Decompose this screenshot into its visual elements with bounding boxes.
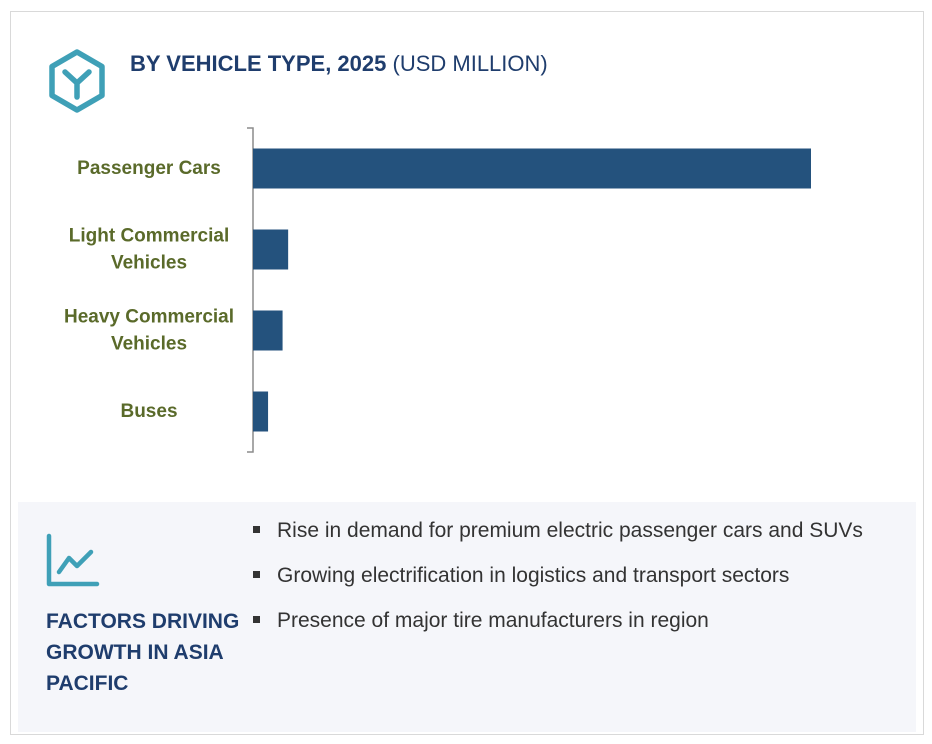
factor-item: Growing electrification in logistics and… [250, 561, 900, 591]
factor-text: Growing electrification in logistics and… [277, 564, 790, 587]
category-label: Heavy Commercial [64, 307, 234, 328]
bullet-square-icon [253, 616, 260, 623]
bar [253, 391, 269, 432]
bullet-square-icon [253, 571, 260, 578]
bar-chart: Passenger Cars Light Commercial Vehicles He… [64, 127, 811, 453]
category-label: Passenger Cars [77, 158, 221, 179]
line-chart-icon [46, 533, 100, 587]
category-label: Vehicles [111, 334, 187, 355]
category-label: Buses [120, 401, 177, 422]
factor-item: Presence of major tire manufacturers in … [250, 606, 900, 636]
factors-panel: FACTORS DRIVING GROWTH IN ASIA PACIFIC R… [18, 502, 916, 732]
bar [253, 310, 283, 351]
category-label: Vehicles [111, 253, 187, 274]
y-axis [247, 127, 254, 453]
chart-title-unit: (USD MILLION) [386, 51, 548, 76]
factor-text: Presence of major tire manufacturers in … [277, 609, 709, 632]
factors-list: Rise in demand for premium electric pass… [250, 516, 900, 651]
factors-title: FACTORS DRIVING GROWTH IN ASIA PACIFIC [46, 610, 240, 695]
bullet-square-icon [253, 526, 260, 533]
factor-text: Rise in demand for premium electric pass… [277, 519, 863, 542]
bar [253, 229, 289, 270]
category-label: Light Commercial [69, 226, 229, 247]
bar [253, 148, 811, 189]
factor-item: Rise in demand for premium electric pass… [250, 516, 900, 546]
hexagon-y-icon [49, 49, 105, 113]
chart-title: BY VEHICLE TYPE, 2025 (USD MILLION) [130, 51, 548, 77]
chart-title-bold: BY VEHICLE TYPE, 2025 [130, 51, 387, 76]
